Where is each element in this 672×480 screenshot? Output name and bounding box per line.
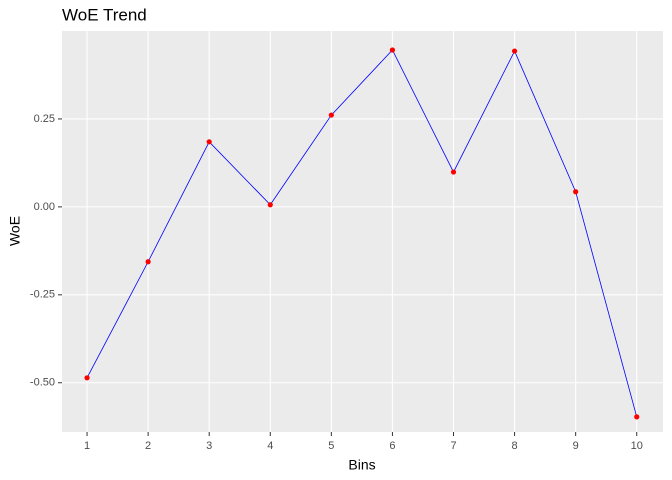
x-tick-label: 5 [328, 440, 334, 452]
point [267, 202, 273, 208]
y-tick-label: -0.25 [30, 289, 55, 301]
x-tick-label: 2 [145, 440, 151, 452]
point [389, 47, 396, 53]
x-axis-label: Bins [348, 457, 375, 473]
x-tick-label: 10 [631, 440, 643, 452]
x-tick-label: 3 [206, 440, 212, 452]
y-tick-label: -0.50 [30, 377, 55, 389]
x-tick-label: 4 [267, 440, 273, 452]
point [206, 139, 212, 145]
point [145, 259, 151, 265]
y-tick-label: 0.25 [34, 113, 55, 125]
x-tick-label: 6 [389, 440, 395, 452]
point [573, 189, 579, 195]
x-tick-label: 8 [512, 440, 518, 452]
x-tick-label: 1 [84, 440, 90, 452]
y-axis-label: WoE [7, 216, 23, 246]
line [86, 49, 638, 417]
x-tick-label: 9 [573, 440, 579, 452]
x-tick-label: 7 [450, 440, 456, 452]
chart-title: WoE Trend [62, 5, 147, 24]
point [450, 169, 457, 175]
point [634, 414, 640, 420]
point [511, 48, 518, 54]
panel [62, 31, 663, 432]
y-tick-label: 0.00 [34, 201, 55, 213]
point [84, 375, 90, 381]
point [328, 112, 334, 118]
